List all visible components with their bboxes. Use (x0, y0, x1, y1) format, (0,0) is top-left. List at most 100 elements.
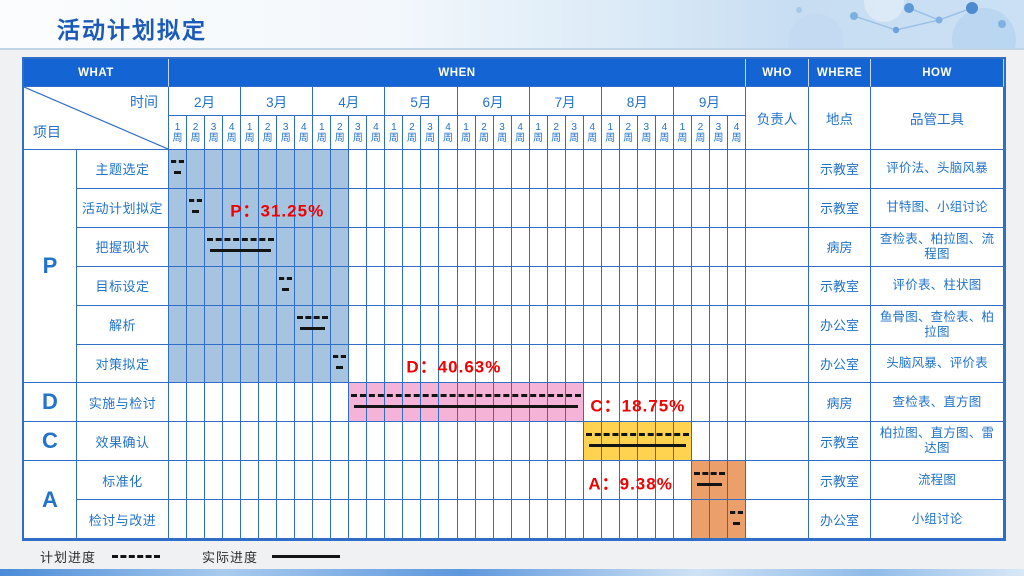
week-cell (295, 383, 314, 423)
week-cell (619, 500, 638, 539)
week-cell (547, 266, 566, 306)
phase-cell-d: D (24, 383, 77, 423)
week-cell (727, 383, 746, 423)
week-cell (187, 305, 206, 345)
tools-cell: 柏拉图、直方图、雷达图 (871, 422, 1004, 462)
week-cell (655, 383, 674, 423)
week-cell (241, 344, 260, 384)
week-cell (601, 150, 620, 189)
week-cell (223, 266, 242, 306)
week-cell (403, 188, 422, 228)
week-cell (511, 383, 530, 423)
week-cell (403, 150, 422, 189)
week-cell (277, 422, 296, 462)
week-cell (241, 227, 260, 267)
week-cell (565, 150, 584, 189)
week-cell (277, 227, 296, 267)
week-cell (205, 227, 224, 267)
tools-cell: 流程图 (871, 461, 1004, 501)
week-cell (241, 500, 260, 539)
plan-line (189, 199, 203, 203)
week-cell (169, 500, 188, 539)
corner-diagonal-line (24, 87, 168, 149)
week-cell (331, 344, 350, 384)
week-cell (349, 227, 368, 267)
week-cell (277, 383, 296, 423)
week-cell (493, 266, 512, 306)
progress-annotation: D：40.63% (406, 357, 502, 377)
week-number: 4 (445, 121, 451, 133)
week-suffix: 周 (641, 132, 652, 144)
activity-cell: 把握现状 (77, 227, 169, 267)
week-number: 1 (174, 121, 181, 133)
week-cell (565, 344, 584, 384)
week-cell (331, 305, 350, 345)
week-cell (439, 461, 458, 501)
activity-cell: 目标设定 (77, 266, 169, 306)
owner-cell (746, 266, 809, 306)
place-cell: 办公室 (809, 305, 871, 345)
week-cell (691, 461, 710, 501)
week-cell (169, 383, 188, 423)
week-cell (709, 227, 728, 267)
week-cell (673, 383, 692, 423)
week-cell (259, 227, 278, 267)
week-cell (439, 422, 458, 462)
week-number: 2 (337, 121, 343, 133)
actual-line (300, 327, 326, 331)
week-cell (241, 461, 260, 501)
week-cell (709, 344, 728, 384)
who-header: 负责人 (746, 87, 809, 150)
place-cell: 病房 (809, 383, 871, 423)
month-header: 2月 (169, 87, 242, 116)
week-number: 1 (318, 121, 325, 133)
tools-cell: 甘特图、小组讨论 (871, 188, 1004, 228)
week-cell (709, 422, 728, 462)
week-cell (583, 500, 602, 539)
week-cell (655, 150, 674, 189)
week-suffix: 周 (515, 132, 526, 144)
week-cell (511, 227, 530, 267)
month-header: 6月 (457, 87, 530, 116)
week-cell (349, 500, 368, 539)
actual-line (696, 482, 722, 486)
week-cell (367, 383, 386, 423)
week-suffix: 周 (731, 132, 742, 144)
week-cell (547, 383, 566, 423)
legend-actual-line-sample (272, 554, 341, 558)
week-cell (241, 383, 260, 423)
week-suffix: 周 (244, 132, 255, 144)
actual-line (192, 210, 200, 214)
week-cell (655, 500, 674, 539)
week-cell (277, 188, 296, 228)
corner-time-label: 时间 (130, 94, 158, 110)
week-cell (367, 461, 386, 501)
week-cell (187, 227, 206, 267)
week-number: 4 (589, 121, 596, 133)
week-cell (493, 305, 512, 345)
week-cell (529, 227, 548, 267)
week-cell (529, 461, 548, 501)
week-cell (277, 266, 296, 306)
week-cell (457, 150, 476, 189)
week-cell (475, 422, 494, 462)
week-cell (457, 266, 476, 306)
tools-cell: 评价法、头脑风暴 (871, 150, 1004, 189)
week-cell (619, 150, 638, 189)
place-cell: 办公室 (809, 500, 871, 539)
week-suffix: 周 (388, 132, 399, 144)
week-cell (367, 188, 386, 228)
week-cell (673, 461, 692, 501)
week-cell (493, 461, 512, 501)
month-header: 8月 (601, 87, 674, 116)
week-suffix: 周 (280, 132, 291, 144)
title-divider (0, 48, 1024, 50)
week-cell (403, 344, 422, 384)
week-cell (187, 150, 206, 189)
tools-cell: 评价表、柱状图 (871, 266, 1004, 306)
plan-line (693, 471, 725, 475)
